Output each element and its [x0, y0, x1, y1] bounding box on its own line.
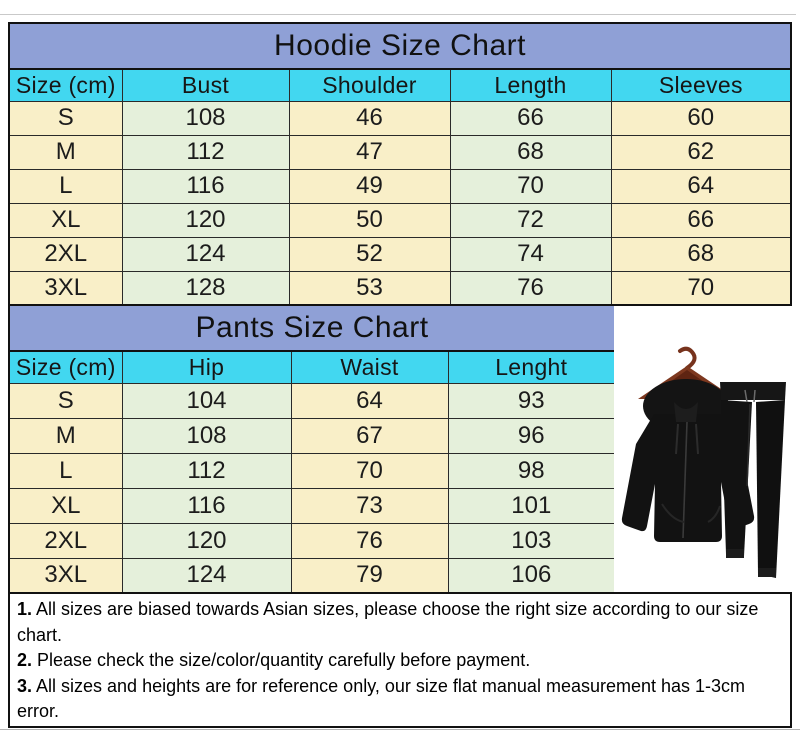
pants-row-s: S 104 64 93 [8, 382, 616, 419]
hoodie-size-cell: L [8, 168, 123, 204]
pants-hip-cell: 112 [121, 452, 292, 489]
pants-lenght-cell: 98 [447, 452, 616, 489]
pants-size-cell: 3XL [8, 557, 123, 594]
hoodie-shoulder-cell: 50 [288, 202, 451, 238]
pants-lenght-cell: 103 [447, 522, 616, 559]
hoodie-bust-cell: 116 [121, 168, 290, 204]
pants-hip-cell: 104 [121, 382, 292, 419]
hoodie-bust-cell: 112 [121, 134, 290, 170]
hoodie-shoulder-cell: 47 [288, 134, 451, 170]
pants-waist-cell: 70 [290, 452, 449, 489]
pants-lenght-cell: 93 [447, 382, 616, 419]
hoodie-graphic [621, 379, 755, 542]
divider-top [0, 14, 796, 15]
hoodie-length-cell: 68 [449, 134, 612, 170]
pants-header-hip: Hip [121, 350, 292, 384]
pants-title-row: Pants Size Chart [7, 304, 617, 352]
note-line: 1. All sizes are biased towards Asian si… [17, 599, 758, 645]
pants-waist-cell: 73 [290, 487, 449, 524]
pants-size-cell: 2XL [8, 522, 123, 559]
hoodie-header-size: Size (cm) [8, 68, 123, 102]
hoodie-size-cell: 3XL [8, 270, 123, 306]
pants-waist-cell: 67 [290, 417, 449, 454]
hoodie-length-cell: 72 [449, 202, 612, 238]
hoodie-length-cell: 76 [449, 270, 612, 306]
pants-hip-cell: 124 [121, 557, 292, 594]
note-line: 2. Please check the size/color/quantity … [17, 650, 530, 670]
pants-row-3xl: 3XL 124 79 106 [8, 557, 616, 594]
hoodie-sleeves-cell: 64 [610, 168, 792, 204]
hoodie-header-row: Size (cm) Bust Shoulder Length Sleeves [8, 68, 792, 102]
pants-size-cell: M [8, 417, 123, 454]
pants-size-cell: S [8, 382, 123, 419]
pants-waist-cell: 64 [290, 382, 449, 419]
note-number: 1. [17, 599, 33, 619]
hoodie-row-l: L 116 49 70 64 [8, 168, 792, 204]
pants-lenght-cell: 96 [447, 417, 616, 454]
pants-header-lenght: Lenght [447, 350, 616, 384]
hoodie-sleeves-cell: 66 [610, 202, 792, 238]
note-number: 2. [17, 650, 33, 670]
hoodie-bust-cell: 108 [121, 100, 290, 136]
product-photo [614, 306, 792, 592]
hoodie-chart-title: Hoodie Size Chart [7, 22, 793, 70]
hoodie-row-m: M 112 47 68 62 [8, 134, 792, 170]
pants-row-xl: XL 116 73 101 [8, 487, 616, 524]
hoodie-bust-cell: 124 [121, 236, 290, 272]
hoodie-shoulder-cell: 46 [288, 100, 451, 136]
hoodie-sleeves-cell: 62 [610, 134, 792, 170]
hoodie-header-sleeves: Sleeves [610, 68, 792, 102]
pants-size-table: Pants Size Chart Size (cm) Hip Waist Len… [7, 304, 617, 594]
hoodie-header-shoulder: Shoulder [288, 68, 451, 102]
hoodie-length-cell: 74 [449, 236, 612, 272]
tracksuit-graphic [621, 346, 786, 578]
pants-header-waist: Waist [290, 350, 449, 384]
pants-lenght-cell: 101 [447, 487, 616, 524]
pants-hip-cell: 120 [121, 522, 292, 559]
hoodie-sleeves-cell: 70 [610, 270, 792, 306]
hoodie-header-bust: Bust [121, 68, 290, 102]
hoodie-size-cell: S [8, 100, 123, 136]
hoodie-length-cell: 70 [449, 168, 612, 204]
note-line: 3. All sizes and heights are for referen… [17, 676, 745, 722]
note-number: 3. [17, 675, 33, 696]
pants-size-cell: L [8, 452, 123, 489]
hoodie-size-cell: 2XL [8, 236, 123, 272]
hoodie-shoulder-cell: 53 [288, 270, 451, 306]
hoodie-size-cell: XL [8, 202, 123, 238]
hoodie-title-row: Hoodie Size Chart [7, 22, 793, 70]
hoodie-header-length: Length [449, 68, 612, 102]
pants-size-cell: XL [8, 487, 123, 524]
pants-header-size: Size (cm) [8, 350, 123, 384]
hoodie-sleeves-cell: 68 [610, 236, 792, 272]
hoodie-length-cell: 66 [449, 100, 612, 136]
pants-hip-cell: 108 [121, 417, 292, 454]
hoodie-row-2xl: 2XL 124 52 74 68 [8, 236, 792, 272]
pants-lenght-cell: 106 [447, 557, 616, 594]
pants-row-l: L 112 70 98 [8, 452, 616, 489]
pants-header-row: Size (cm) Hip Waist Lenght [8, 350, 616, 384]
hoodie-sleeves-cell: 60 [610, 100, 792, 136]
divider-bottom [0, 729, 800, 730]
pants-row-m: M 108 67 96 [8, 417, 616, 454]
hoodie-shoulder-cell: 49 [288, 168, 451, 204]
hoodie-row-3xl: 3XL 128 53 76 70 [8, 270, 792, 306]
hoodie-bust-cell: 120 [121, 202, 290, 238]
note-text: Please check the size/color/quantity car… [32, 650, 531, 670]
hoodie-bust-cell: 128 [121, 270, 290, 306]
pants-chart-title: Pants Size Chart [7, 304, 617, 352]
hoodie-shoulder-cell: 52 [288, 236, 451, 272]
hoodie-row-xl: XL 120 50 72 66 [8, 202, 792, 238]
pants-hip-cell: 116 [121, 487, 292, 524]
notes-box: 1. All sizes are biased towards Asian si… [8, 592, 792, 728]
hoodie-row-s: S 108 46 66 60 [8, 100, 792, 136]
pants-waist-cell: 76 [290, 522, 449, 559]
note-text: All sizes and heights are for reference … [17, 675, 746, 722]
hoodie-size-cell: M [8, 134, 123, 170]
pants-row-2xl: 2XL 120 76 103 [8, 522, 616, 559]
hoodie-size-table: Hoodie Size Chart Size (cm) Bust Shoulde… [7, 22, 793, 306]
pants-graphic [720, 382, 786, 578]
note-text: All sizes are biased towards Asian sizes… [17, 599, 759, 645]
pants-waist-cell: 79 [290, 557, 449, 594]
